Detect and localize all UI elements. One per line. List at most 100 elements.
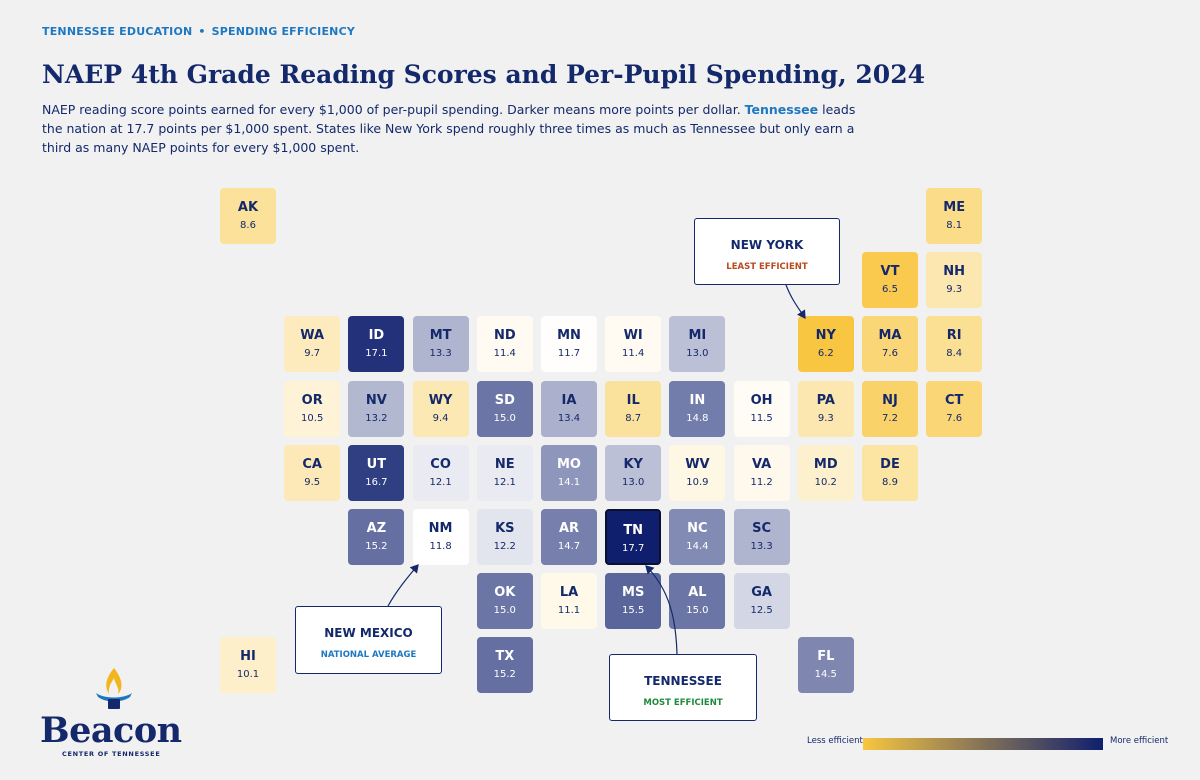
state-value: 11.4 (622, 348, 645, 360)
state-value: 14.1 (557, 476, 581, 488)
beacon-logo: Beacon CENTER OF TENNESSEE (40, 666, 182, 766)
state-value: 9.3 (817, 412, 834, 424)
state-tile-ak: AK 8.6 (220, 188, 276, 244)
state-abbr: RI (946, 328, 962, 344)
state-value: 9.4 (432, 412, 449, 424)
state-tile-ma: MA 7.6 (862, 316, 918, 373)
state-value: 14.8 (686, 412, 709, 424)
state-tile-or: OR 10.5 (284, 380, 341, 437)
state-value: 8.9 (882, 476, 898, 488)
torch-icon (96, 668, 132, 709)
state-abbr: AK (237, 200, 259, 215)
state-tile-wv: WV 10.9 (669, 444, 726, 501)
state-tile-mi: MI 13.0 (669, 316, 726, 373)
legend-less-label: Less efficient (807, 736, 863, 746)
state-value: 9.3 (946, 284, 963, 296)
state-abbr: MN (557, 328, 581, 344)
state-value: 6.2 (817, 348, 834, 360)
state-tile-me: ME 8.1 (926, 188, 983, 244)
state-tile-sd: SD 15.0 (476, 380, 533, 437)
state-abbr: AR (558, 521, 580, 536)
state-value: 14.4 (686, 541, 709, 552)
state-abbr: AZ (366, 521, 387, 536)
state-value: 10.9 (686, 476, 709, 488)
state-tile-nj: NJ 7.2 (862, 380, 918, 437)
state-value: 13.0 (686, 348, 709, 360)
state-abbr: SD (494, 392, 515, 408)
state-tile-ct: CT 7.6 (926, 380, 983, 437)
state-abbr: NE (494, 456, 515, 472)
state-abbr: TX (495, 649, 515, 665)
state-tile-tx: TX 15.2 (476, 637, 533, 694)
state-value: 11.8 (429, 541, 452, 552)
callout-ny-tag: LEAST EFFICIENT (726, 262, 808, 272)
state-abbr: SC (752, 521, 772, 536)
state-abbr: MO (557, 456, 581, 472)
state-value: 12.2 (493, 541, 516, 552)
state-abbr: MT (429, 328, 452, 344)
state-abbr: HI (240, 649, 256, 665)
state-tile-ri: RI 8.4 (926, 316, 983, 373)
state-abbr: PA (816, 392, 835, 408)
nm-callout-arrow (387, 564, 419, 607)
state-value: 13.3 (429, 348, 452, 360)
state-abbr: LA (559, 585, 579, 601)
state-tile-wi: WI 11.4 (605, 316, 662, 373)
state-tile-nh: NH 9.3 (926, 252, 983, 309)
state-abbr: IN (689, 392, 706, 408)
state-value: 8.4 (946, 348, 963, 360)
state-tile-ga: GA 12.5 (733, 573, 790, 630)
state-tile-tn: TN 17.7 (605, 509, 662, 565)
state-value: 11.5 (750, 412, 773, 424)
state-value: 10.5 (301, 412, 324, 424)
state-value: 17.7 (622, 543, 645, 554)
state-tile-ms: MS 15.5 (605, 573, 662, 630)
legend-gradient-bar (863, 738, 1103, 750)
state-abbr: AL (688, 585, 707, 601)
callout-tn-tag: MOST EFFICIENT (643, 698, 723, 708)
state-tile-mt: MT 13.3 (412, 316, 469, 373)
state-value: 15.0 (686, 605, 709, 617)
state-tile-sc: SC 13.3 (733, 509, 790, 565)
state-value: 10.1 (236, 669, 260, 681)
state-tile-mn: MN 11.7 (541, 316, 597, 373)
state-abbr: WV (685, 456, 710, 472)
callout-tennessee: TENNESSEE MOST EFFICIENT (609, 654, 757, 721)
state-tile-wy: WY 9.4 (412, 380, 469, 437)
state-tile-ne: NE 12.1 (476, 444, 533, 501)
subtitle-part-1: NAEP reading score points earned for eve… (42, 102, 745, 117)
state-tile-de: DE 8.9 (862, 444, 918, 501)
state-tile-ky: KY 13.0 (605, 444, 662, 501)
state-tile-pa: PA 9.3 (797, 380, 854, 437)
state-value: 15.0 (493, 412, 516, 424)
state-value: 8.1 (946, 220, 963, 231)
state-abbr: MS (622, 585, 645, 601)
eyebrow-topic: TENNESSEE EDUCATION (42, 25, 193, 38)
state-value: 7.6 (882, 348, 898, 360)
state-abbr: DE (880, 456, 900, 472)
state-tile-ny: NY 6.2 (797, 316, 854, 373)
state-tile-la: LA 11.1 (541, 573, 597, 630)
callout-ny-name: NEW YORK (730, 238, 804, 252)
state-tile-in: IN 14.8 (669, 380, 726, 437)
state-abbr: MD (813, 456, 838, 472)
state-abbr: MA (878, 328, 902, 344)
state-value: 11.7 (557, 348, 581, 360)
state-tile-oh: OH 11.5 (733, 380, 790, 437)
state-abbr: UT (366, 456, 387, 472)
state-abbr: ME (943, 200, 966, 215)
state-abbr: VA (751, 456, 772, 472)
state-abbr: WY (428, 392, 453, 408)
state-abbr: WI (623, 328, 643, 344)
state-value: 15.2 (365, 541, 388, 552)
callout-nm-tag: NATIONAL AVERAGE (320, 650, 417, 660)
state-abbr: ND (493, 328, 516, 344)
state-abbr: IL (626, 392, 640, 408)
state-value: 9.7 (304, 348, 321, 360)
state-abbr: NV (365, 392, 387, 408)
state-value: 13.0 (622, 476, 645, 488)
callout-new-mexico: NEW MEXICO NATIONAL AVERAGE (295, 606, 442, 674)
state-abbr: TN (623, 523, 644, 538)
state-abbr: OH (750, 392, 773, 408)
state-tile-nv: NV 13.2 (348, 380, 405, 437)
